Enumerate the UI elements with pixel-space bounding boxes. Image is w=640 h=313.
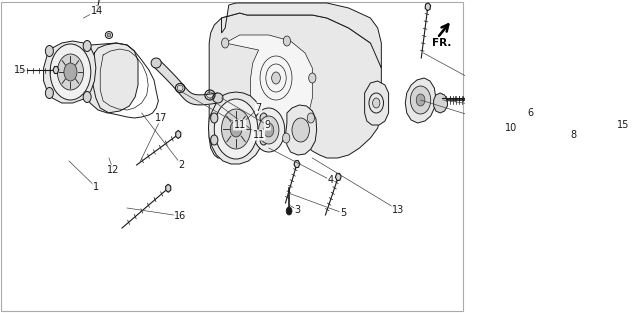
Polygon shape: [53, 67, 59, 74]
Circle shape: [260, 135, 268, 145]
Polygon shape: [225, 35, 312, 135]
Circle shape: [230, 121, 242, 137]
Text: 1: 1: [93, 182, 99, 192]
Polygon shape: [285, 105, 317, 155]
Circle shape: [214, 99, 258, 159]
Polygon shape: [405, 78, 436, 123]
Polygon shape: [209, 92, 264, 164]
Circle shape: [308, 73, 316, 83]
Polygon shape: [469, 95, 475, 101]
Polygon shape: [335, 173, 341, 181]
Text: 11: 11: [252, 130, 265, 140]
Text: 15: 15: [14, 65, 26, 75]
Circle shape: [45, 45, 53, 57]
Circle shape: [211, 113, 218, 123]
Text: 15: 15: [617, 120, 629, 130]
Circle shape: [282, 133, 290, 143]
Text: 17: 17: [155, 113, 168, 123]
Polygon shape: [84, 43, 138, 113]
Circle shape: [292, 118, 309, 142]
Circle shape: [221, 38, 228, 48]
Ellipse shape: [151, 58, 161, 68]
Circle shape: [259, 116, 279, 144]
Polygon shape: [154, 59, 218, 105]
Text: 6: 6: [527, 108, 533, 118]
Text: 16: 16: [174, 211, 186, 221]
Text: 14: 14: [90, 6, 103, 16]
Circle shape: [58, 54, 84, 90]
Circle shape: [372, 98, 380, 108]
Circle shape: [211, 135, 218, 145]
Circle shape: [416, 94, 425, 106]
Ellipse shape: [106, 32, 113, 38]
Text: 9: 9: [264, 120, 270, 130]
Ellipse shape: [107, 33, 111, 37]
Polygon shape: [221, 3, 381, 68]
Circle shape: [83, 40, 91, 52]
Ellipse shape: [468, 97, 474, 103]
Text: FR.: FR.: [432, 38, 452, 48]
Text: 5: 5: [340, 208, 346, 218]
Circle shape: [286, 207, 292, 215]
Text: 7: 7: [255, 103, 262, 113]
Polygon shape: [166, 184, 171, 192]
Circle shape: [248, 128, 255, 138]
Circle shape: [221, 109, 251, 149]
Circle shape: [260, 113, 268, 123]
Polygon shape: [209, 13, 381, 158]
Polygon shape: [44, 41, 96, 103]
Polygon shape: [365, 81, 388, 125]
Circle shape: [253, 108, 285, 152]
Circle shape: [271, 72, 280, 84]
Text: 2: 2: [179, 160, 185, 170]
Circle shape: [284, 36, 291, 46]
Circle shape: [64, 63, 77, 81]
Polygon shape: [294, 160, 300, 168]
Polygon shape: [425, 3, 431, 11]
Circle shape: [45, 88, 53, 99]
Polygon shape: [434, 93, 447, 113]
Text: 11: 11: [234, 120, 246, 130]
Text: 4: 4: [328, 175, 333, 185]
Circle shape: [264, 123, 274, 137]
Circle shape: [83, 91, 91, 102]
Text: 12: 12: [107, 165, 120, 175]
Text: 8: 8: [571, 130, 577, 140]
Text: 3: 3: [295, 205, 301, 215]
Circle shape: [410, 86, 431, 114]
Text: 10: 10: [504, 123, 516, 133]
Polygon shape: [175, 131, 181, 138]
Ellipse shape: [213, 93, 223, 103]
Circle shape: [50, 44, 91, 100]
Circle shape: [307, 113, 314, 123]
Text: 13: 13: [392, 205, 404, 215]
